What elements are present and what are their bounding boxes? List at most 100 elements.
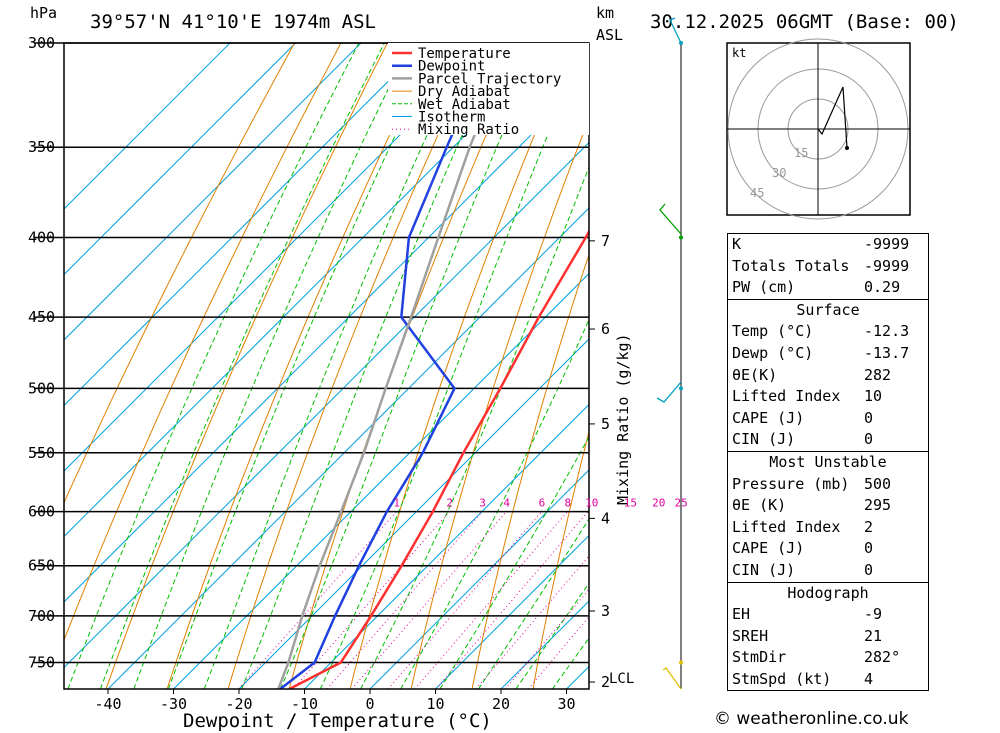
index-label: Totals Totals — [732, 256, 850, 275]
index-label: K — [732, 235, 742, 253]
hodograph-unit: kt — [732, 46, 746, 60]
index-row: CAPE (J) 0 — [728, 408, 928, 430]
isotherm-line — [238, 338, 589, 689]
index-row: θE (K) 295 — [728, 495, 928, 517]
isotherm-line — [435, 534, 589, 689]
legend-label: Wet Adiabat — [418, 97, 511, 113]
index-row: Lifted Index 10 — [728, 386, 928, 408]
hodograph-trace — [817, 86, 848, 149]
wet-adiabat-line — [167, 43, 440, 689]
mixing-ratio-value: 10 — [585, 497, 598, 510]
wind-profile — [656, 17, 683, 690]
index-value: -13.7 — [864, 343, 910, 362]
index-label: CIN (J) — [732, 430, 796, 449]
mixing-ratio-value: 6 — [539, 497, 546, 510]
index-label: Lifted Index — [732, 387, 841, 406]
height-tick-label: 7 — [601, 232, 610, 250]
legend-label: Temperature — [418, 46, 511, 62]
copyright-text: © weatheronline.co.uk — [714, 709, 909, 729]
isotherm-line — [64, 43, 296, 276]
x-axis-label: Dewpoint / Temperature (°C) — [183, 710, 492, 732]
dry-adiabat-line — [410, 117, 589, 689]
section-title: Surface — [796, 300, 860, 319]
index-label: Pressure (mb) — [732, 474, 850, 493]
index-label: CAPE (J) — [732, 539, 805, 558]
temperature-tick-label: 20 — [492, 695, 510, 713]
general-indices: K -9999 Totals Totals -9999 PW (cm) 0.29 — [728, 234, 928, 299]
index-label: SREH — [732, 626, 769, 645]
wet-adiabat-line — [99, 43, 385, 689]
wind-level-marker — [679, 235, 683, 240]
index-value: 4 — [864, 669, 874, 688]
index-row: Pressure (mb) 500 — [728, 474, 928, 496]
index-row: θE(K) 282 — [728, 365, 928, 387]
isotherm-line — [64, 43, 493, 472]
wet-adiabat-line — [203, 43, 471, 689]
index-value: 500 — [864, 474, 892, 493]
mixing-ratio-line — [475, 555, 589, 689]
pressure-tick-label: 500 — [28, 379, 55, 397]
mixing-ratio-value: 1 — [393, 497, 400, 510]
index-value: 0 — [864, 408, 874, 427]
wet-adiabat-line — [279, 43, 543, 689]
dry-adiabat-line — [349, 43, 574, 689]
mixing-ratio-value: 2 — [446, 497, 453, 510]
index-value: -9 — [864, 605, 883, 624]
temperature-tick-label: 0 — [365, 695, 374, 713]
index-row: Totals Totals -9999 — [728, 256, 928, 278]
hodograph-ring-label: 30 — [772, 166, 786, 180]
index-row: StmSpd (kt) 4 — [728, 669, 928, 691]
index-row: CIN (J) 0 — [728, 560, 928, 582]
index-value: 282 — [864, 365, 892, 384]
mixing-ratio-axis-label: Mixing Ratio (g/kg) — [614, 333, 632, 505]
wet-adiabat-line — [439, 435, 589, 689]
isotherm-line — [64, 43, 231, 210]
index-label: StmSpd (kt) — [732, 669, 832, 688]
pressure-tick-label: 700 — [28, 607, 55, 625]
index-value: -9999 — [864, 235, 910, 253]
height-tick-label: 4 — [601, 509, 610, 527]
dry-adiabat-line — [288, 43, 528, 689]
legend-label: Parcel Trajectory — [418, 71, 561, 87]
isotherm-line — [64, 76, 589, 603]
surface-section: Surface Temp (°C) -12.3 Dewp (°C) -13.7 θE(K)… — [728, 298, 928, 451]
hodograph-point — [845, 146, 849, 150]
legend-label: Dewpoint — [418, 59, 485, 75]
legend-label: Isotherm — [418, 110, 485, 126]
isotherm-line — [64, 141, 589, 669]
index-label: Dewp (°C) — [732, 343, 814, 362]
location-title: 39°57'N 41°10'E 1974m ASL — [90, 11, 376, 33]
index-value: 0 — [864, 539, 874, 558]
wind-level-marker — [679, 660, 683, 665]
mixing-ratio-value: 3 — [479, 497, 486, 510]
index-value: -9999 — [864, 256, 910, 275]
mixing-ratio-line — [504, 588, 589, 689]
index-value: 10 — [864, 387, 883, 406]
mixing-ratio-value: 15 — [624, 497, 637, 510]
index-value: 0.29 — [864, 278, 901, 297]
index-row: EH -9 — [728, 604, 928, 626]
height-tick-label: 5 — [601, 415, 610, 433]
index-row: StmDir 282° — [728, 647, 928, 669]
temperature-tick-label: -20 — [225, 695, 252, 713]
section-title: Hodograph — [787, 583, 869, 602]
isotherm-line — [369, 469, 589, 689]
pressure-tick-label: 600 — [28, 503, 55, 521]
isotherm-line — [64, 43, 362, 341]
temperature-tick-label: 30 — [557, 695, 575, 713]
index-label: PW (cm) — [732, 278, 796, 297]
dry-adiabat-line — [64, 43, 295, 504]
isotherm-line — [304, 403, 589, 689]
plot-frame — [63, 42, 590, 690]
wet-adiabat-line — [133, 43, 412, 689]
parcel-trajectory-profile-line — [277, 43, 513, 689]
pressure-tick-label: 400 — [28, 228, 55, 246]
index-label: θE (K) — [732, 496, 787, 515]
hodograph-panel: kt 15 30 45 — [726, 38, 911, 220]
pressure-unit-label: hPa — [30, 4, 57, 22]
isotherm-line — [64, 43, 427, 407]
mixing-ratio-value: 20 — [652, 497, 665, 510]
wet-adiabat-line — [67, 43, 360, 689]
wind-barb — [669, 17, 682, 44]
